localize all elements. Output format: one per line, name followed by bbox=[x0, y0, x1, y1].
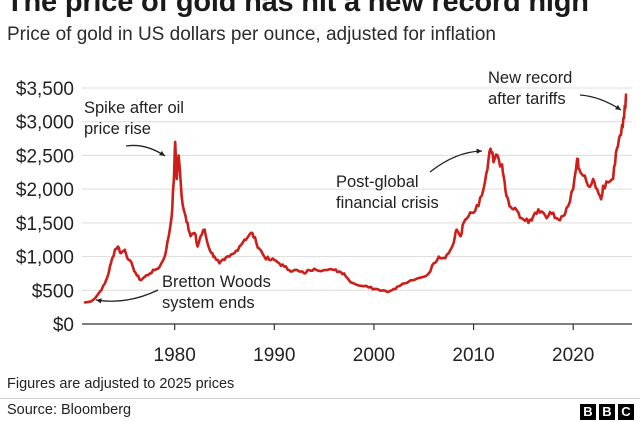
annotation-text: financial crisis bbox=[336, 194, 439, 212]
annotation-text: Spike after oil bbox=[84, 99, 184, 117]
annotation-arrow bbox=[95, 289, 159, 302]
annotation-text: Bretton Woods bbox=[162, 273, 271, 291]
footer-divider bbox=[0, 398, 640, 399]
chart-title: The price of gold has hit a new record h… bbox=[6, 0, 589, 18]
y-tick-label: $1,000 bbox=[16, 248, 74, 269]
bbc-logo-letter: B bbox=[599, 404, 615, 420]
x-tick-label: 2000 bbox=[353, 345, 395, 366]
annotation-text: Post-global bbox=[336, 173, 419, 191]
x-tick-label: 1990 bbox=[253, 345, 295, 366]
annotation-arrowhead bbox=[615, 104, 621, 110]
bbc-logo-letter: B bbox=[580, 404, 596, 420]
x-tick-label: 2020 bbox=[552, 345, 594, 366]
annotation-arrowhead bbox=[476, 148, 482, 154]
annotation-text: system ends bbox=[162, 294, 255, 312]
bbc-logo: B B C bbox=[580, 404, 634, 420]
bbc-logo-letter: C bbox=[618, 404, 634, 420]
chart-subtitle: Price of gold in US dollars per ounce, a… bbox=[7, 24, 496, 45]
annotation-text: New record bbox=[488, 69, 572, 87]
y-tick-label: $2,500 bbox=[16, 146, 74, 167]
x-tick-label: 2010 bbox=[452, 345, 494, 366]
y-tick-label: $0 bbox=[53, 315, 74, 336]
y-tick-label: $2,000 bbox=[16, 180, 74, 201]
annotation-text: price rise bbox=[84, 120, 151, 138]
annotation-arrowhead bbox=[96, 298, 102, 304]
gold-price-chart: $0 $500 $1,000 $1,500 $2,000 $2,500 $3,000 $3,5… bbox=[16, 69, 632, 366]
x-tick-label: 1980 bbox=[154, 345, 196, 366]
annotation-text: after tariffs bbox=[488, 90, 566, 108]
y-tick-label: $1,500 bbox=[16, 214, 74, 235]
annotation-arrowhead bbox=[159, 150, 165, 156]
chart-source: Source: Bloomberg bbox=[7, 402, 132, 418]
y-tick-label: $3,000 bbox=[16, 113, 74, 134]
annotation-arrow bbox=[429, 150, 483, 173]
series-line bbox=[83, 93, 628, 304]
annotation-arrow bbox=[579, 94, 622, 111]
chart-footnote: Figures are adjusted to 2025 prices bbox=[7, 376, 235, 392]
y-tick-label: $3,500 bbox=[16, 79, 74, 100]
annotation-arrow bbox=[125, 144, 166, 157]
y-tick-label: $500 bbox=[32, 281, 74, 302]
